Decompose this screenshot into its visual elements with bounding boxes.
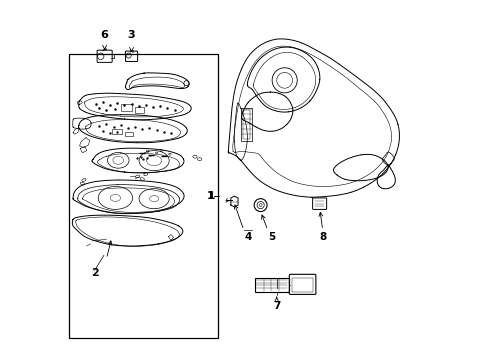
Bar bbox=[112, 129, 122, 134]
Bar bbox=[125, 132, 133, 136]
Text: 5: 5 bbox=[267, 232, 274, 242]
Text: 3: 3 bbox=[127, 30, 135, 40]
Text: 7: 7 bbox=[272, 301, 280, 311]
Bar bbox=[121, 104, 131, 111]
Text: 1: 1 bbox=[207, 191, 214, 201]
Bar bbox=[254, 278, 288, 292]
Text: 1: 1 bbox=[206, 191, 214, 201]
Bar bbox=[69, 54, 217, 338]
Bar bbox=[135, 107, 144, 113]
Text: 8: 8 bbox=[319, 232, 326, 242]
Text: 4: 4 bbox=[244, 232, 251, 242]
Text: 6: 6 bbox=[101, 30, 108, 40]
Bar bbox=[242, 110, 249, 139]
Text: 2: 2 bbox=[91, 268, 98, 278]
Bar bbox=[241, 108, 251, 140]
Bar bbox=[291, 278, 313, 292]
